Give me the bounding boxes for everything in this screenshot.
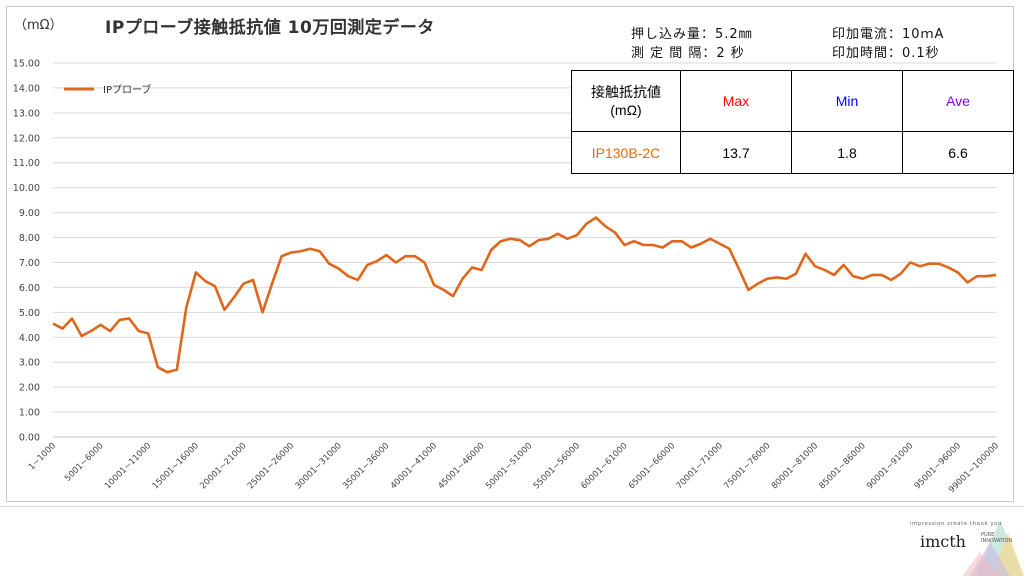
x-tick-label: 50001~51000	[484, 441, 534, 491]
chart-title: IPプローブ接触抵抗値 10万回測定データ	[105, 18, 435, 38]
x-tick-label: 55001~56000	[532, 441, 582, 491]
y-tick-label: 3.00	[19, 358, 40, 369]
summary-row-name: IP130B-2C	[571, 131, 681, 174]
summary-table: 接触抵抗値 (mΩ) Max Min Ave IP130B-2C 13.7 1.…	[571, 70, 1014, 174]
summary-header-row: 接触抵抗値 (mΩ) Max Min Ave	[571, 70, 1014, 132]
condition-push-amount: 押し込み量：5.2㎜	[631, 27, 753, 42]
condition-interval: 測 定 間 隔：2 秒	[631, 46, 745, 61]
summary-header-label: 接触抵抗値 (mΩ)	[571, 70, 681, 132]
y-tick-label: 14.00	[13, 83, 40, 94]
summary-max-value: 13.7	[680, 131, 792, 174]
y-tick-label: 9.00	[19, 208, 40, 219]
y-tick-label: 6.00	[19, 283, 40, 294]
y-tick-label: 12.00	[13, 133, 40, 144]
condition-current: 印加電流：10ｍA	[832, 27, 945, 42]
y-tick-label: 10.00	[13, 183, 40, 194]
y-tick-label: 2.00	[19, 383, 40, 394]
company-logo: impression create thank you imcth PURE I…	[880, 512, 1024, 576]
x-tick-label: 15001~16000	[151, 441, 201, 491]
x-tick-label: 75001~76000	[722, 441, 772, 491]
summary-col-min: Min	[791, 70, 903, 132]
y-tick-label: 11.00	[13, 158, 40, 169]
x-tick-label: 85001~86000	[817, 441, 867, 491]
x-tick-label: 30001~31000	[294, 441, 344, 491]
summary-min-value: 1.8	[791, 131, 903, 174]
footer-divider	[0, 506, 1024, 507]
x-tick-label: 45001~46000	[436, 441, 486, 491]
condition-time: 印加時間：0.1秒	[832, 46, 940, 61]
x-tick-label: 40001~41000	[389, 441, 439, 491]
logo-pure: PURE	[981, 532, 995, 538]
legend-label: IPプローブ	[103, 83, 151, 96]
x-tick-label: 35001~36000	[341, 441, 391, 491]
x-tick-label: 90001~91000	[865, 441, 915, 491]
x-tick-label: 65001~66000	[627, 441, 677, 491]
summary-ave-value: 6.6	[902, 131, 1014, 174]
legend: IPプローブ	[64, 83, 151, 96]
x-tick-label: 60001~61000	[579, 441, 629, 491]
y-tick-label: 4.00	[19, 333, 40, 344]
series-ip-probe	[52, 216, 997, 374]
logo-tagline: impression create thank you	[910, 521, 1003, 527]
x-tick-label: 70001~71000	[675, 441, 725, 491]
line-chart: 0.00 1.00 2.00 3.00 4.00 5.00 6.00 7.00 8.00 9.00…	[13, 59, 1001, 496]
x-tick-label: 10001~11000	[103, 441, 153, 491]
x-tick-label: 1~1000	[27, 441, 58, 472]
summary-header-label-line1: 接触抵抗値	[591, 84, 661, 100]
logo-pure-innovation: PURE INNOVATION	[981, 532, 1012, 544]
x-tick-label: 80001~81000	[770, 441, 820, 491]
grid-lines	[53, 62, 996, 438]
summary-header-label-line2: (mΩ)	[610, 102, 642, 118]
x-tick-label: 5001~6000	[63, 441, 106, 484]
y-tick-label: 13.00	[13, 108, 40, 119]
summary-col-max: Max	[680, 70, 792, 132]
y-tick-label: 0.00	[19, 433, 40, 444]
logo-innovation: INNOVATION	[981, 538, 1013, 544]
y-tick-label: 1.00	[19, 408, 40, 419]
series-line	[52, 216, 997, 374]
x-tick-label: 20001~21000	[198, 441, 248, 491]
logo-triangle-graphic	[962, 520, 1024, 576]
summary-data-row: IP130B-2C 13.7 1.8 6.6	[571, 131, 1014, 174]
x-tick-label: 25001~26000	[246, 441, 296, 491]
x-axis-tick-labels: 1~1000 5001~600010001~1100015001~16000200…	[27, 441, 1001, 495]
y-axis-unit: （mΩ）	[14, 18, 63, 33]
y-tick-label: 8.00	[19, 233, 40, 244]
summary-col-ave: Ave	[902, 70, 1014, 132]
y-tick-label: 15.00	[13, 59, 40, 70]
y-tick-label: 5.00	[19, 308, 40, 319]
logo-brand: imcth	[920, 532, 966, 551]
y-tick-label: 7.00	[19, 258, 40, 269]
y-axis-tick-labels: 0.00 1.00 2.00 3.00 4.00 5.00 6.00 7.00 8.00 9.00…	[13, 59, 40, 444]
